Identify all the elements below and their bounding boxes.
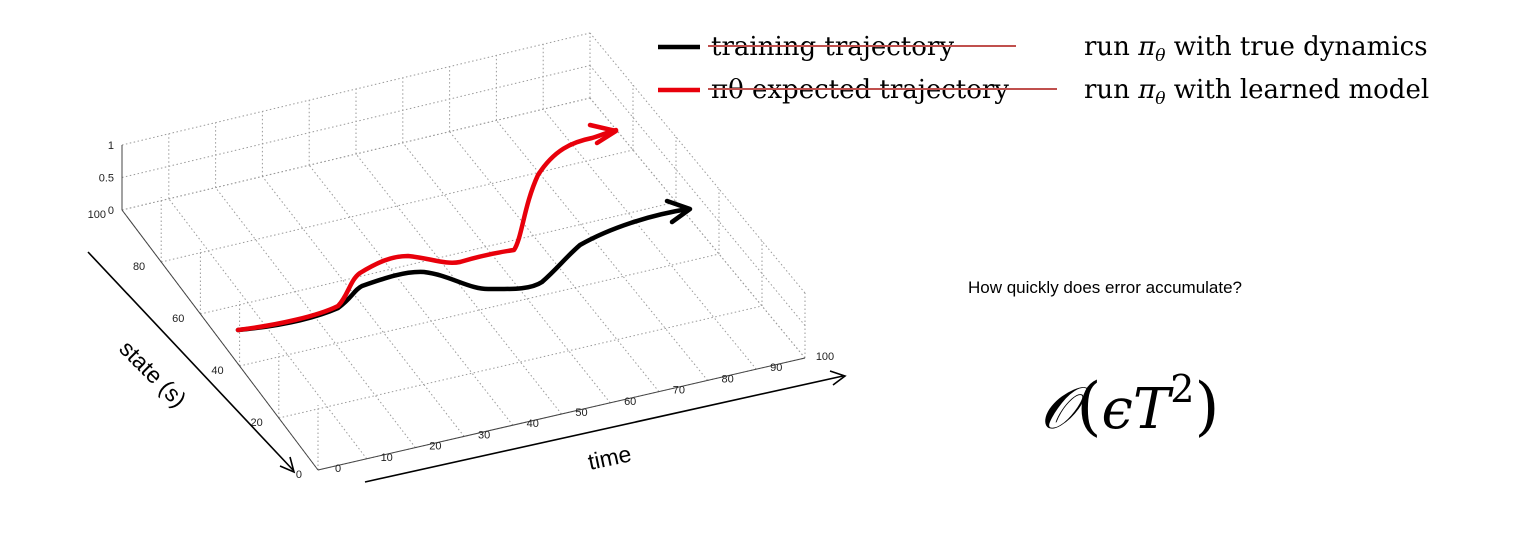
state-axis-ticks: 0 20 40 60 80 100 [88,209,302,481]
plot-box [121,145,806,471]
state-tick-label: 100 [88,209,106,221]
training-trajectory [235,198,693,333]
note-true-dynamics: run πθ with true dynamics [1084,32,1428,66]
state-tick-label: 60 [172,313,184,325]
time-tick-label: 100 [816,351,834,363]
time-tick-label: 30 [478,429,490,441]
time-tick-label: 0 [335,463,341,475]
legend-item-expected: πθ expected trajectory [658,75,1057,105]
time-tick-label: 60 [624,396,636,408]
error-bound-formula: 𝒪(ϵT2) [1040,367,1219,444]
plot-grid [121,32,806,471]
time-tick-label: 50 [575,407,587,419]
state-tick-label: 0 [296,469,302,481]
state-axis-arrow [87,251,296,474]
legend: training trajectory πθ expected trajecto… [658,32,1057,105]
z-tick-label: 0 [108,205,114,217]
time-tick-label: 70 [673,385,685,397]
time-axis-ticks: 0 10 20 30 40 50 60 70 80 90 100 [335,351,834,475]
question-text: How quickly does error accumulate? [968,278,1242,297]
z-axis-ticks: 00.51 [99,140,114,217]
expected-trajectory [235,122,619,333]
state-tick-label: 20 [251,417,263,429]
time-tick-label: 40 [527,418,539,430]
time-tick-label: 10 [381,452,393,464]
time-axis-arrow [364,370,847,483]
time-axis-title: time [586,440,634,474]
state-tick-label: 40 [211,365,223,377]
time-tick-label: 90 [770,362,782,374]
time-tick-label: 80 [721,373,733,385]
z-tick-label: 1 [108,140,114,152]
note-learned-model: run πθ with learned model [1084,75,1429,109]
time-tick-label: 20 [429,441,441,453]
z-tick-label: 0.5 [99,173,114,185]
state-tick-label: 80 [133,261,145,273]
legend-item-training: training trajectory [658,32,1016,62]
state-axis-title: state (s) [114,335,191,412]
